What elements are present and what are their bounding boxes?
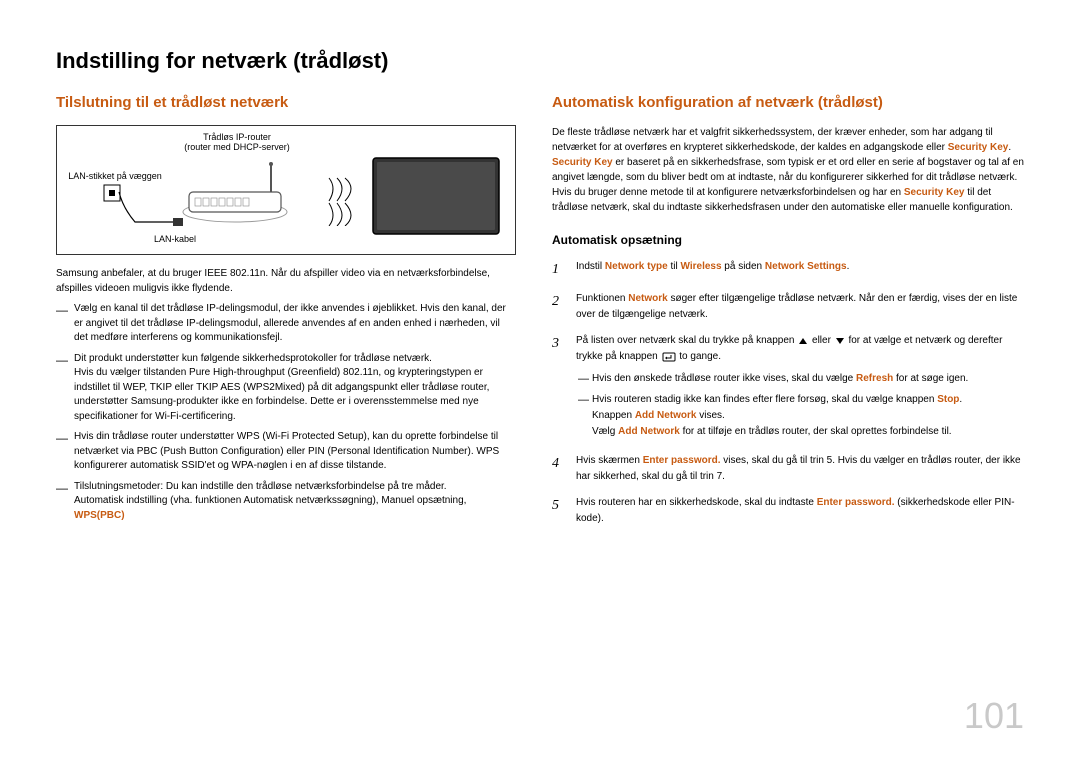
- sub-bullet: ― Hvis routeren stadig ikke kan findes e…: [576, 392, 1024, 440]
- router-icon: [175, 156, 295, 226]
- bullet-item: ― Hvis din trådløse router understøtter …: [56, 430, 516, 474]
- main-heading: Indstilling for netværk (trådløst): [56, 48, 1024, 74]
- right-column: Automatisk konfiguration af netværk (trå…: [552, 94, 1024, 537]
- tv-icon: [371, 156, 501, 238]
- step-1: 1 Indstil Network type til Wireless på s…: [552, 259, 1024, 281]
- wifi-signal-icon: [325, 176, 369, 226]
- step-5: 5 Hvis routeren har en sikkerhedskode, s…: [552, 495, 1024, 527]
- enter-icon: [662, 352, 676, 362]
- left-subheading: Tilslutning til et trådløst netværk: [56, 94, 516, 111]
- bullet-item: ― Vælg en kanal til det trådløse IP-deli…: [56, 302, 516, 346]
- dash-icon: ―: [56, 352, 74, 425]
- left-intro-para: Samsung anbefaler, at du bruger IEEE 802…: [56, 267, 516, 296]
- sub-bullet: ― Hvis den ønskede trådløse router ikke …: [576, 371, 1024, 389]
- dash-icon: ―: [576, 392, 592, 440]
- right-subheading: Automatisk konfiguration af netværk (trå…: [552, 94, 1024, 111]
- step-number: 5: [552, 495, 576, 527]
- step-2: 2 Funktionen Network søger efter tilgæng…: [552, 291, 1024, 323]
- bullet-item: ― Dit produkt understøtter kun følgende …: [56, 352, 516, 425]
- step-4: 4 Hvis skærmen Enter password. vises, sk…: [552, 453, 1024, 485]
- dash-icon: ―: [56, 480, 74, 524]
- up-arrow-icon: [798, 336, 808, 346]
- step-number: 1: [552, 259, 576, 281]
- router-label: Trådløs IP-router (router med DHCP-serve…: [177, 132, 297, 152]
- page-number: 101: [964, 695, 1024, 737]
- step-number: 4: [552, 453, 576, 485]
- lan-cable-label: LAN-kabel: [145, 234, 205, 244]
- dash-icon: ―: [576, 371, 592, 389]
- down-arrow-icon: [835, 336, 845, 346]
- lan-wall-label: LAN-stikket på væggen: [65, 171, 165, 181]
- dash-icon: ―: [56, 302, 74, 346]
- dash-icon: ―: [56, 430, 74, 474]
- left-column: Tilslutning til et trådløst netværk Tråd…: [56, 94, 516, 537]
- auto-setup-heading: Automatisk opsætning: [552, 233, 1024, 247]
- right-intro: De fleste trådløse netværk har et valgfr…: [552, 125, 1024, 215]
- step-3: 3 På listen over netværk skal du trykke …: [552, 333, 1024, 443]
- step-number: 2: [552, 291, 576, 323]
- bullet-item: ― Tilslutningsmetoder: Du kan indstille …: [56, 480, 516, 524]
- step-number: 3: [552, 333, 576, 443]
- wps-pbc-label: WPS(PBC): [74, 510, 125, 521]
- network-diagram: Trådløs IP-router (router med DHCP-serve…: [56, 125, 516, 255]
